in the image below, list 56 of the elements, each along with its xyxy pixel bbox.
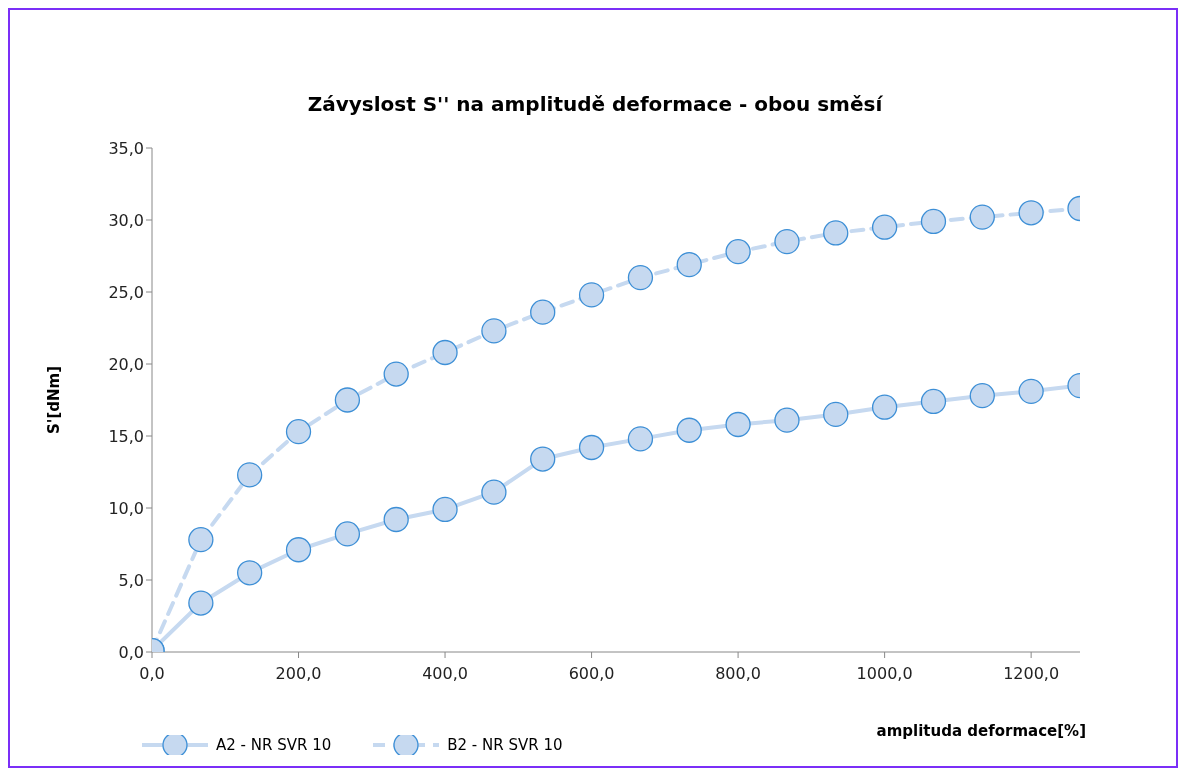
point (530, 446, 556, 472)
point (285, 537, 312, 563)
point (676, 417, 702, 443)
y-tick-label: 15,0 (108, 426, 144, 446)
legend-label: A2 - NR SVR 10 (216, 736, 332, 754)
point (823, 401, 849, 428)
x-axis-title: amplituda deformace[%] (876, 722, 1086, 740)
point (920, 388, 947, 415)
y-tick-label: 25,0 (108, 282, 144, 302)
point (920, 208, 947, 235)
point (774, 407, 800, 433)
x-tick-label: 400,0 (422, 664, 468, 684)
point (725, 411, 751, 438)
legend-label: B2 - NR SVR 10 (447, 736, 563, 754)
x-tick-label: 200,0 (275, 664, 322, 684)
point (725, 239, 751, 265)
point (481, 318, 507, 344)
x-tick-label: 0,0 (139, 664, 165, 684)
y-tick-label: 10,0 (108, 498, 144, 518)
y-tick-label: 20,0 (108, 354, 144, 374)
point (1018, 200, 1044, 226)
point (578, 434, 605, 461)
y-axis-title: S'[dNm] (45, 365, 63, 435)
point (823, 220, 849, 246)
x-tick-label: 600,0 (568, 664, 615, 684)
x-tick-label: 800,0 (715, 664, 761, 684)
point (1018, 378, 1044, 405)
point (334, 387, 361, 413)
y-tick-label: 35,0 (108, 138, 144, 158)
point (188, 527, 214, 553)
point (481, 479, 507, 505)
x-tick-label: 1000,0 (856, 664, 913, 684)
y-tick-label: 5,0 (118, 570, 144, 590)
point (285, 419, 312, 445)
point (432, 339, 458, 366)
point (188, 590, 214, 616)
point (237, 462, 263, 488)
y-tick-label: 30,0 (108, 210, 144, 230)
point (871, 214, 898, 240)
point (383, 506, 409, 533)
point (627, 264, 654, 291)
point (334, 521, 361, 547)
point (578, 282, 605, 308)
chart-title: Závyslost S'' na amplitudě deformace - obou směsí (306, 92, 884, 116)
point (676, 251, 702, 278)
point (969, 383, 995, 409)
point (969, 204, 995, 230)
point (237, 560, 263, 586)
point (432, 496, 458, 523)
point (383, 361, 409, 387)
point (774, 228, 800, 255)
x-tick-label: 1200,0 (1003, 664, 1060, 684)
point (871, 394, 898, 420)
point (627, 426, 654, 452)
point (530, 299, 556, 325)
y-tick-label: 0,0 (118, 642, 144, 662)
